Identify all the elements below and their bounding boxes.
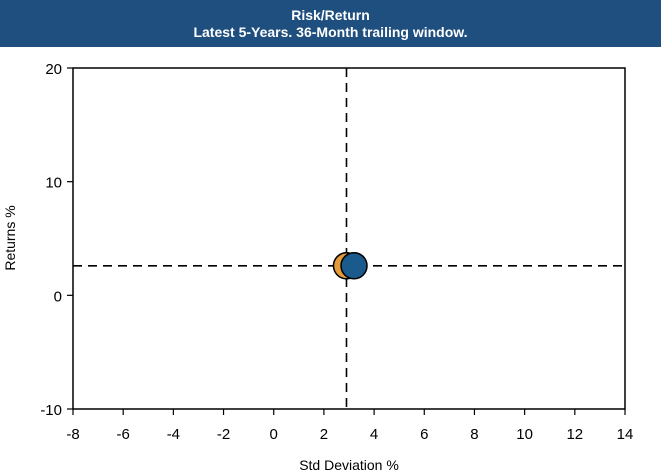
chart-title-bar: Risk/Return Latest 5-Years. 36-Month tra…: [0, 0, 661, 47]
x-tick-label: 2: [320, 426, 328, 443]
x-tick-label: 14: [617, 426, 634, 443]
x-tick-label: 8: [470, 426, 478, 443]
y-tick-label: -10: [40, 402, 62, 419]
x-tick-label: -8: [66, 426, 79, 443]
x-axis-ticks: -8 -6 -4 -2 0 2 4 6 8 10 12 14: [66, 409, 633, 443]
chart-subtitle: Latest 5-Years. 36-Month trailing window…: [193, 24, 468, 40]
x-tick-label: 12: [566, 426, 583, 443]
x-tick-label: 0: [270, 426, 278, 443]
x-axis-label: Std Deviation %: [299, 457, 399, 473]
reference-lines: [73, 68, 625, 409]
x-tick-label: -6: [117, 426, 130, 443]
y-tick-label: 20: [45, 61, 62, 78]
circle-point: [340, 252, 368, 280]
x-tick-label: -4: [167, 426, 180, 443]
x-tick-label: 6: [420, 426, 428, 443]
x-tick-label: 10: [516, 426, 533, 443]
data-points: [331, 251, 368, 281]
y-tick-label: 10: [45, 175, 62, 192]
x-tick-label: 4: [370, 426, 378, 443]
x-tick-label: -2: [217, 426, 230, 443]
y-axis-label: Returns %: [2, 205, 18, 270]
y-tick-label: 0: [54, 288, 62, 305]
plot-area: [72, 67, 626, 410]
chart-title: Risk/Return: [291, 7, 370, 23]
y-axis-ticks: -10 0 10 20: [40, 61, 73, 419]
